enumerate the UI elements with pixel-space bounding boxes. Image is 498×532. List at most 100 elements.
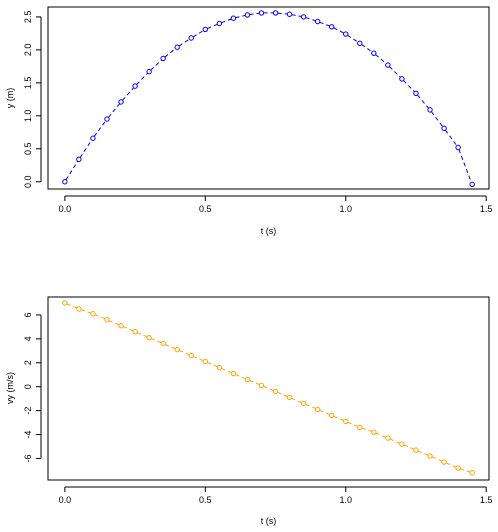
velocity-plot-data-point: [132, 328, 138, 335]
position-plot: 0.0 0.5 1.0 1.5 0.0 0.5 1.0 1.5 2.0 2.5 t (s) y …: [5, 6, 493, 236]
velocity-plot-data-point: [469, 470, 475, 476]
position-plot-marks: [62, 10, 475, 188]
position-plot-data-point: [455, 144, 461, 151]
velocity-plot-y-tick-label: -4: [23, 431, 33, 439]
position-plot-data-point: [118, 99, 124, 105]
position-plot-line-segment: [417, 94, 429, 109]
velocity-plot-data-point: [174, 346, 180, 353]
velocity-plot-data-point: [230, 370, 237, 377]
position-plot-line-segment: [430, 111, 444, 127]
position-plot-line-segment: [458, 149, 472, 183]
velocity-plot-y-tick-label: 0: [23, 384, 33, 389]
position-plot-y-tick-label: 0.5: [23, 143, 33, 156]
position-plot-y-tick-label: 2.5: [23, 11, 33, 24]
velocity-plot-line-segment: [80, 309, 92, 314]
velocity-plot-data-point: [343, 418, 349, 425]
position-plot-line-segment: [305, 17, 316, 22]
position-plot-line-segment: [150, 59, 162, 71]
position-plot-line-segment: [136, 72, 148, 85]
velocity-plot-y-label: vy (m/s): [5, 372, 15, 404]
velocity-plot-data-point: [188, 352, 194, 359]
position-plot-line-segment: [249, 12, 260, 16]
position-plot-data-point: [160, 55, 166, 62]
position-plot-data-point: [258, 10, 265, 16]
velocity-plot-line-segment: [403, 444, 415, 450]
position-plot-data-point: [399, 76, 405, 82]
velocity-plot-y-tick-label: 6: [23, 312, 33, 317]
velocity-plot-x-label: t (s): [261, 516, 277, 526]
velocity-plot-line-segment: [150, 338, 162, 344]
position-plot-line-segment: [389, 66, 401, 78]
position-plot-y-tick-label: 0.0: [23, 175, 33, 188]
velocity-plot-data-point: [104, 317, 110, 323]
position-plot-data-point: [357, 40, 363, 46]
velocity-plot-line-segment: [164, 344, 176, 350]
position-plot-data-point: [104, 116, 110, 122]
position-plot-line-segment: [79, 139, 93, 158]
velocity-plot-line-segment: [347, 421, 358, 427]
position-plot-data-point: [90, 135, 96, 141]
velocity-plot-data-point: [455, 465, 461, 471]
velocity-plot-line-segment: [389, 438, 401, 444]
position-plot-x-tick-label: 0.0: [59, 204, 72, 214]
position-plot-line-segment: [122, 87, 134, 101]
position-plot-line-segment: [164, 48, 176, 58]
velocity-plot-data-point: [399, 441, 405, 447]
position-plot-data-point: [427, 107, 433, 113]
velocity-plot-line-segment: [291, 397, 302, 404]
velocity-plot-y-axis: -6 -4 -2 0 2 4 6: [23, 312, 42, 462]
position-plot-x-tick-label: 1.0: [339, 204, 352, 214]
position-plot-line-segment: [403, 80, 415, 93]
velocity-plot-line-segment: [305, 403, 316, 410]
velocity-plot-line-segment: [136, 332, 148, 338]
velocity-plot-line-segment: [361, 427, 372, 432]
velocity-plot-line-segment: [193, 356, 204, 362]
velocity-plot-line-segment: [221, 367, 232, 374]
position-plot-data-point: [174, 44, 180, 50]
position-plot-data-point: [385, 62, 391, 68]
velocity-plot-y-tick-label: 2: [23, 360, 33, 365]
position-plot-x-tick-label: 1.5: [480, 204, 493, 214]
position-plot-y-label: y (m): [5, 88, 15, 109]
position-plot-data-point: [202, 26, 208, 33]
position-plot-line-segment: [178, 38, 190, 47]
velocity-plot-line-segment: [263, 385, 274, 392]
position-plot-data-point: [244, 12, 251, 18]
velocity-plot-data-point: [427, 453, 433, 459]
velocity-plot-data-point: [329, 412, 335, 419]
position-plot-line-segment: [291, 14, 302, 17]
velocity-plot-data-point: [62, 300, 68, 306]
velocity-plot-line-segment: [417, 450, 429, 456]
position-plot-data-point: [413, 90, 419, 97]
velocity-plot-marks: [62, 300, 475, 476]
velocity-plot-data-point: [258, 382, 265, 389]
velocity-plot-line-segment: [108, 320, 120, 326]
velocity-plot-data-point: [216, 364, 223, 371]
velocity-plot-data-point: [441, 459, 447, 465]
position-plot-line-segment: [375, 54, 387, 64]
velocity-plot-data-point: [118, 323, 124, 329]
position-plot-line-segment: [333, 27, 345, 34]
position-plot-y-tick-label: 2.0: [23, 44, 33, 57]
position-plot-line-segment: [192, 30, 204, 38]
velocity-plot-x-axis: 0.0 0.5 1.0 1.5: [59, 486, 493, 505]
velocity-plot-x-tick-label: 1.0: [339, 495, 352, 505]
position-plot-line-segment: [319, 21, 330, 27]
position-plot-data-point: [314, 18, 321, 25]
position-plot-data-point: [300, 14, 307, 20]
position-plot-data-point: [441, 125, 447, 132]
position-plot-line-segment: [221, 18, 232, 24]
position-plot-data-point: [230, 15, 237, 21]
velocity-plot-line-segment: [445, 462, 457, 468]
velocity-plot-line-segment: [319, 409, 330, 416]
position-plot-data-point: [469, 181, 475, 188]
velocity-plot-x-tick-label: 1.5: [480, 495, 493, 505]
position-plot-data-point: [62, 179, 68, 185]
velocity-plot-data-point: [244, 376, 251, 383]
velocity-plot-data-point: [300, 400, 307, 407]
position-plot-line-segment: [444, 129, 458, 146]
position-plot-x-label: t (s): [261, 226, 277, 236]
velocity-plot-data-point: [90, 311, 96, 317]
